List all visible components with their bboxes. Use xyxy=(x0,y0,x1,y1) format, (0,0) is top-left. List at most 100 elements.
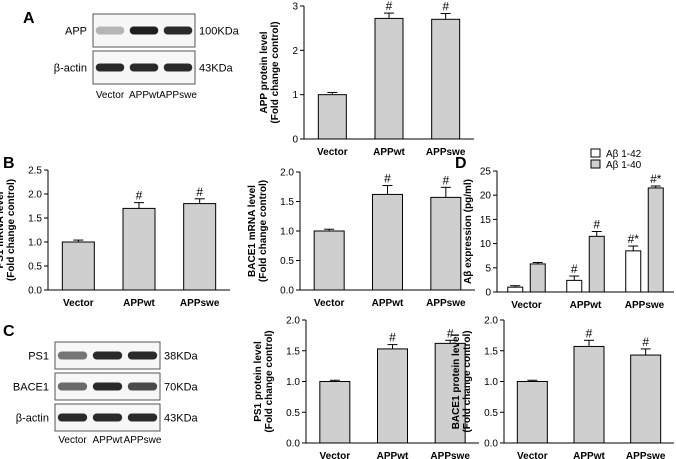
blot-lane-label: APPswe xyxy=(124,435,162,446)
y-axis-label-line: PS1 protein level xyxy=(253,341,264,422)
x-tick-label: APPwt xyxy=(373,147,405,158)
y-axis-label-line: (Fold change control) xyxy=(462,330,473,432)
chart-C-bace1-protein: 0.0 0.5 1.0 1.5 2.0 BACE1 protein level(Fold … xyxy=(451,316,674,459)
significance-mark: # xyxy=(384,172,391,186)
blot-band xyxy=(127,382,158,391)
y-axis-label-line: PS1 mRNA level xyxy=(0,191,6,268)
bar xyxy=(566,279,583,293)
y-tick-label: 0 xyxy=(292,135,298,146)
significance-mark: #* xyxy=(650,172,662,186)
bar xyxy=(529,263,546,293)
bar xyxy=(374,17,404,140)
blot-band xyxy=(163,63,193,72)
bar xyxy=(588,235,605,293)
significance-mark: # xyxy=(447,326,454,340)
legend-swatch xyxy=(590,148,601,158)
blot-band xyxy=(95,26,125,35)
x-tick-label: Vector xyxy=(314,298,345,309)
y-axis-label-line: Aβ expression (pg/ml) xyxy=(463,179,474,284)
y-tick-label: 2.0 xyxy=(286,316,300,327)
y-tick-label: 1 xyxy=(292,90,298,101)
y-axis-label-line: (Fold change control) xyxy=(258,180,269,282)
x-tick-label: Vector xyxy=(320,451,351,459)
y-tick-label: 2 xyxy=(292,46,298,57)
y-axis-label-line: BACE1 mRNA level xyxy=(247,185,258,277)
blot-band xyxy=(92,382,123,391)
y-tick-label: 1.0 xyxy=(280,227,294,238)
y-axis-label: Aβ expression (pg/ml) xyxy=(463,179,474,284)
y-tick-label: 0.5 xyxy=(286,408,300,419)
significance-mark: # xyxy=(386,0,393,13)
significance-mark: # xyxy=(593,218,600,232)
legend-swatch xyxy=(590,159,601,169)
x-tick-label: APPwt xyxy=(123,298,155,309)
bar xyxy=(313,230,345,291)
y-axis-label: BACE1 mRNA level(Fold change control) xyxy=(247,180,269,282)
significance-mark: #* xyxy=(628,232,640,246)
y-axis-label-line: (Fold change control) xyxy=(270,21,281,123)
significance-mark: # xyxy=(136,189,143,203)
x-tick-label: APPswe xyxy=(626,451,666,459)
bar xyxy=(625,250,642,293)
y-tick-label: 1.0 xyxy=(484,377,498,388)
y-tick-label: 25 xyxy=(480,167,492,178)
blot-row-label: β-actin xyxy=(16,413,49,425)
blot-band xyxy=(127,413,158,422)
blot-row-label: BACE1 xyxy=(13,382,49,394)
blot-lane-label: APPwt xyxy=(129,90,159,101)
bar xyxy=(573,345,605,444)
y-tick-label: 20 xyxy=(480,191,492,202)
significance-mark: # xyxy=(586,326,593,340)
y-tick-label: 0.0 xyxy=(484,439,498,450)
y-tick-label: 2.0 xyxy=(280,168,294,179)
x-tick-label: Vector xyxy=(63,298,94,309)
y-axis-label: APP protein level(Fold change control) xyxy=(259,21,281,123)
blot-band xyxy=(95,63,125,72)
bar xyxy=(372,193,403,291)
chart-B-bace1-mrna: 0.0 0.5 1.0 1.5 2.0 BACE1 mRNA level(Fold cha… xyxy=(247,168,475,309)
y-tick-label: 1.5 xyxy=(28,214,42,225)
y-tick-label: 5 xyxy=(485,263,491,274)
y-axis-label-line: BACE1 protein level xyxy=(451,333,462,429)
y-tick-label: 0.5 xyxy=(484,408,498,419)
blot-row-label: PS1 xyxy=(28,351,49,363)
blot-band xyxy=(129,63,159,72)
blot-lane-label: Vector xyxy=(96,90,125,101)
legend-label: Aβ 1-40 xyxy=(606,160,642,171)
bar xyxy=(319,381,351,444)
blot-band xyxy=(92,413,123,422)
panel-letter-c: C xyxy=(3,323,15,340)
y-tick-label: 1.5 xyxy=(286,346,300,357)
blot-row-label: β-actin xyxy=(54,63,87,75)
x-tick-label: APPswe xyxy=(426,298,466,309)
chart-B-ps1-mrna: 0.0 0.5 1.0 1.5 2.0 2.5 PS1 mRNA level(Fold ch… xyxy=(0,166,230,309)
blot-band xyxy=(57,351,88,360)
y-axis-label-line: (Fold change control) xyxy=(6,179,17,281)
x-tick-label: APPwt xyxy=(570,300,602,311)
bar xyxy=(430,196,462,291)
blot-band xyxy=(57,413,88,422)
bar xyxy=(516,381,548,444)
blot-band xyxy=(57,382,88,391)
y-axis-label: PS1 mRNA level(Fold change control) xyxy=(0,179,17,281)
blot-lane-label: APPwt xyxy=(92,435,122,446)
bar xyxy=(317,94,347,140)
blot-size-label: 43KDa xyxy=(199,63,234,75)
bar xyxy=(431,18,461,140)
x-tick-label: APPswe xyxy=(180,298,220,309)
y-axis-label-line: APP protein level xyxy=(259,31,270,113)
y-tick-label: 2.0 xyxy=(28,190,42,201)
significance-mark: # xyxy=(442,173,449,187)
chart-D-abeta: 0 5 10 15 20 25 Aβ expression (pg/ml) Vector APP… xyxy=(463,148,674,311)
y-tick-label: 0.5 xyxy=(28,262,42,273)
bar xyxy=(434,342,466,444)
y-tick-label: 1.0 xyxy=(286,377,300,388)
y-tick-label: 0 xyxy=(485,288,491,299)
y-tick-label: 3 xyxy=(292,2,298,13)
significance-mark: # xyxy=(389,331,396,345)
blot-row-label: APP xyxy=(65,26,87,38)
blot-band xyxy=(127,351,158,360)
